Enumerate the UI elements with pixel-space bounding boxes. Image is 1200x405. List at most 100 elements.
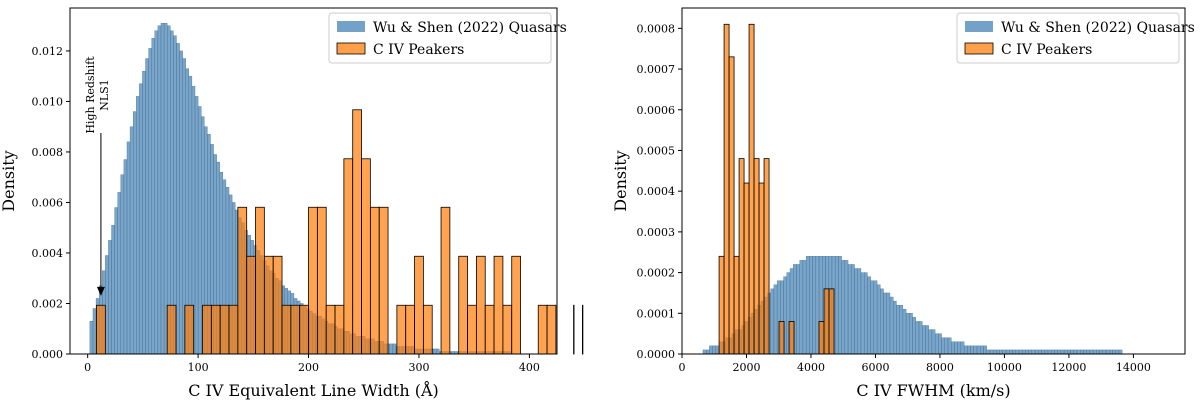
- peaker-bin-2: [728, 56, 735, 355]
- peaker-bin-22: [290, 304, 301, 355]
- quasar-bin-49: [860, 272, 865, 355]
- quasar-bin-68: [922, 325, 926, 355]
- x-tick-label: 400: [519, 361, 540, 374]
- quasar-bin-47: [854, 268, 858, 355]
- quasar-bin-111: [1060, 349, 1065, 355]
- peaker-bin-5: [743, 182, 750, 355]
- quasar-bin-55: [880, 288, 884, 355]
- y-tick-label: 0.0007: [637, 63, 676, 76]
- quasar-bin-93: [1002, 349, 1007, 355]
- y-tick-label: 0.0001: [637, 307, 676, 320]
- quasar-bin-120: [1089, 349, 1094, 355]
- quasar-bin-34: [194, 96, 199, 355]
- quasar-bin-5: [105, 255, 109, 355]
- right-x-axis-label: C IV FWHM (km/s): [856, 381, 1010, 400]
- peaker-bin-16: [237, 206, 248, 355]
- quasar-bin-128: [1115, 349, 1120, 355]
- peaker-bin-26: [325, 304, 336, 355]
- quasar-bin-48: [857, 268, 862, 355]
- y-tick-label: 0.008: [32, 146, 64, 159]
- peaker-bin-31: [369, 206, 380, 355]
- right-y-ticks: 0.0000 0.0001 0.0002 0.0003 0.0004 0.0005 0.00…: [637, 22, 682, 361]
- quasar-bin-97: [1015, 349, 1020, 355]
- quasar-bin-9: [117, 192, 121, 355]
- peaker-bin-12: [202, 304, 212, 355]
- right-legend-swatch-quasars: [965, 21, 993, 32]
- quasar-bin-102: [1031, 349, 1036, 355]
- quasar-bin-79: [957, 341, 962, 355]
- y-tick-label: 0.0000: [637, 348, 676, 361]
- peaker-bin-34: [396, 304, 407, 355]
- peaker-bin-37: [422, 304, 433, 355]
- peaker-bin-18: [255, 206, 265, 355]
- quasar-bin-8: [114, 207, 118, 355]
- quasar-bin-85: [976, 345, 981, 355]
- quasar-bin-51: [867, 276, 871, 355]
- quasar-bin-17: [142, 70, 146, 355]
- quasar-bin-108: [1051, 349, 1055, 355]
- quasar-bin-103: [1034, 349, 1039, 355]
- right-y-axis-label: Density: [611, 150, 630, 211]
- quasar-bin-16: [139, 83, 143, 355]
- quasar-bin-11: [123, 159, 128, 355]
- peaker-bin-12: [778, 321, 785, 355]
- quasar-bin-75: [944, 337, 949, 355]
- quasar-bin-112: [1063, 349, 1068, 355]
- quasar-bin-57: [886, 292, 891, 355]
- quasar-bin-33: [809, 256, 813, 355]
- peaker-bin-3: [733, 255, 740, 355]
- quasar-bin-6: [108, 240, 112, 355]
- quasar-bin-118: [1083, 349, 1087, 355]
- peaker-bin-22: [828, 288, 835, 355]
- quasar-bin-107: [1047, 349, 1052, 355]
- peaker-bin-24: [308, 206, 318, 355]
- quasar-bin-89: [989, 349, 994, 355]
- quasar-bin-15: [136, 96, 140, 355]
- quasar-bin-109: [1054, 349, 1058, 355]
- x-tick-label: 100: [188, 361, 209, 374]
- peaker-bin-28: [343, 158, 354, 355]
- quasar-bin-28: [176, 43, 180, 355]
- quasar-bin-86: [980, 345, 984, 355]
- left-axes-frame: [69, 7, 558, 355]
- left-y-axis-label: Density: [0, 150, 18, 211]
- quasar-bin-53: [873, 280, 878, 355]
- quasar-bin-60: [896, 304, 900, 355]
- annotation-arrow-head: [96, 286, 105, 296]
- left-legend-swatch-quasars: [337, 21, 365, 32]
- quasar-bin-104: [1038, 349, 1042, 355]
- x-tick-label: 8000: [926, 361, 954, 374]
- quasar-bin-56: [883, 292, 887, 355]
- peaker-bin-47: [511, 255, 521, 355]
- quasar-bin-2: [709, 345, 713, 355]
- x-tick-label: 2000: [732, 361, 760, 374]
- peaker-bin-4: [738, 158, 745, 355]
- quasar-bin-69: [925, 325, 929, 355]
- quasar-bin-124: [1102, 349, 1107, 355]
- peaker-bin-14: [788, 321, 795, 355]
- quasar-bin-50: [864, 272, 868, 355]
- peaker-bin-15: [228, 304, 239, 355]
- y-tick-label: 0.0005: [637, 144, 676, 157]
- quasar-bin-44: [844, 260, 849, 355]
- quasar-bin-23: [160, 22, 165, 355]
- quasar-bin-52: [870, 280, 875, 355]
- quasar-bin-21: [770, 288, 775, 355]
- peaker-bin-7: [753, 158, 760, 355]
- quasar-bin-10: [120, 174, 125, 355]
- peaker-bin-27: [334, 304, 345, 355]
- quasar-bin-97: [389, 343, 394, 355]
- annotation-line-2: NLS1: [98, 79, 111, 110]
- quasar-bin-67: [918, 321, 923, 355]
- quasar-bin-121: [1092, 349, 1097, 355]
- peaker-bin-46: [502, 304, 513, 355]
- y-tick-label: 0.0006: [637, 104, 676, 117]
- quasar-bin-74: [941, 337, 945, 355]
- quasar-bin-62: [902, 309, 907, 355]
- right-x-ticks: 0 2000 4000 6000 8000 10000 12000 14000: [679, 354, 1151, 374]
- quasar-bin-90: [992, 349, 997, 355]
- y-tick-label: 0.002: [32, 297, 64, 310]
- quasar-bin-125: [1105, 349, 1110, 355]
- peaker-bin-32: [378, 206, 389, 355]
- peaker-bin-19: [263, 255, 274, 355]
